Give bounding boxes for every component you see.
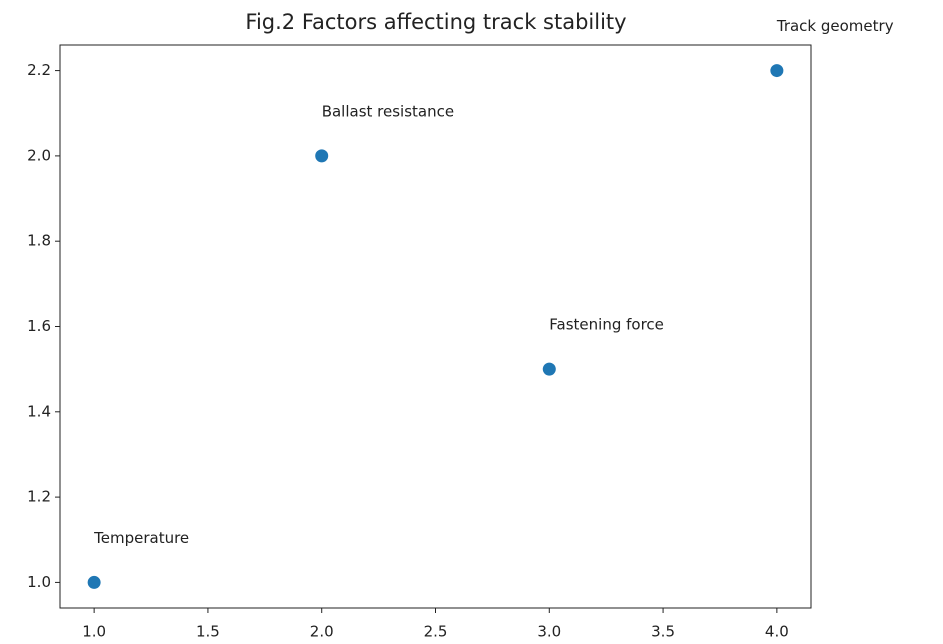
point-label: Track geometry xyxy=(776,17,894,35)
point-label: Fastening force xyxy=(549,316,664,334)
y-tick-label: 1.8 xyxy=(27,232,51,250)
y-tick-label: 1.4 xyxy=(27,402,51,420)
point xyxy=(542,362,556,376)
point xyxy=(770,64,784,78)
point-label: Ballast resistance xyxy=(322,102,454,120)
point-label: Temperature xyxy=(93,529,189,547)
x-tick-label: 2.5 xyxy=(424,623,448,641)
chart-title: Fig.2 Factors affecting track stability xyxy=(245,10,626,34)
x-tick-label: 1.0 xyxy=(82,623,106,641)
point xyxy=(87,575,101,589)
y-tick-label: 2.0 xyxy=(27,146,51,164)
x-tick-label: 4.0 xyxy=(765,623,789,641)
y-tick-label: 1.6 xyxy=(27,317,51,335)
y-tick-label: 2.2 xyxy=(27,61,51,79)
y-tick-label: 1.0 xyxy=(27,573,51,591)
x-tick-label: 3.0 xyxy=(537,623,561,641)
x-tick-label: 1.5 xyxy=(196,623,220,641)
plot-frame xyxy=(59,44,812,609)
x-tick-label: 3.5 xyxy=(651,623,675,641)
point xyxy=(315,149,329,163)
x-tick-label: 2.0 xyxy=(310,623,334,641)
y-tick-label: 1.2 xyxy=(27,488,51,506)
